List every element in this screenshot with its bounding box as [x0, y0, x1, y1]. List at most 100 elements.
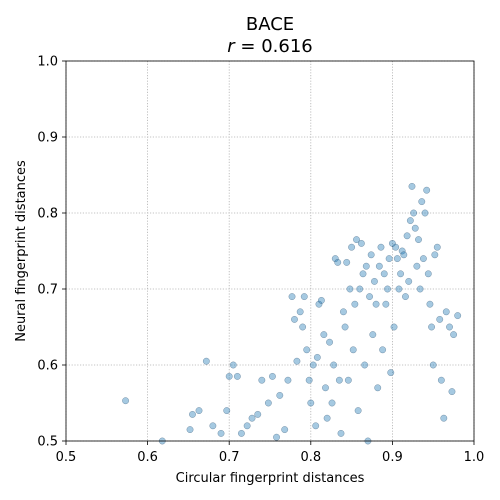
scatter-point — [273, 433, 280, 441]
scatter-point — [315, 300, 323, 308]
scatter-point — [382, 300, 390, 308]
scatter-point — [385, 255, 393, 263]
scatter-point — [305, 376, 313, 384]
scatter-point — [429, 361, 437, 369]
x-tick-label: 0.6 — [137, 450, 158, 465]
grid — [65, 60, 475, 442]
scatter-point — [374, 384, 382, 392]
plot-frame — [65, 60, 475, 442]
scatter-point — [229, 361, 237, 369]
scatter-point — [313, 353, 321, 361]
scatter-point — [202, 357, 210, 365]
scatter-point — [300, 293, 308, 301]
scatter-point — [233, 372, 241, 380]
scatter-point — [331, 255, 339, 263]
scatter-point — [209, 422, 217, 430]
x-tick-label: 0.9 — [382, 450, 403, 465]
scatter-point — [353, 236, 360, 244]
scatter-point — [397, 270, 405, 278]
scatter-point — [400, 251, 408, 259]
scatter-point — [371, 277, 378, 285]
scatter-point — [419, 255, 427, 263]
scatter-point — [335, 376, 343, 384]
y-tick-label: 0.9 — [37, 131, 58, 146]
scatter-point — [337, 429, 345, 437]
scatter-point — [416, 285, 424, 293]
scatter-point — [269, 372, 276, 380]
scatter-point — [276, 391, 284, 399]
scatter-point — [379, 346, 387, 354]
scatter-point — [454, 312, 462, 320]
scatter-point — [390, 323, 398, 331]
scatter-point — [322, 384, 329, 392]
scatter-point — [243, 422, 251, 430]
scatter-point — [281, 426, 289, 434]
scatter-point — [284, 376, 292, 384]
scatter-point — [403, 232, 411, 240]
scatter-point — [258, 376, 266, 384]
scatter-point — [303, 346, 311, 354]
scatter-point — [369, 331, 377, 339]
scatter-point — [428, 323, 436, 331]
axis-ticks: 0.5 0.6 0.7 0.8 0.9 1.0 0.5 0.6 0.7 0.8 0.9 1.0 — [37, 55, 484, 466]
scatter-point — [326, 338, 334, 346]
scatter-point — [351, 300, 359, 308]
scatter-point — [122, 397, 130, 405]
y-tick-label: 0.8 — [37, 207, 58, 222]
scatter-point — [367, 251, 375, 259]
scatter-point — [296, 308, 304, 316]
scatter-point — [223, 407, 231, 415]
scatter-point — [377, 243, 385, 251]
scatter-point — [395, 285, 403, 293]
scatter-point — [405, 277, 413, 285]
subtitle-value: = 0.616 — [235, 36, 313, 57]
x-tick-label: 0.7 — [219, 450, 240, 465]
x-tick-label: 0.8 — [300, 450, 321, 465]
scatter-point — [384, 285, 391, 293]
scatter-point — [341, 323, 349, 331]
scatter-point — [349, 346, 357, 354]
scatter-point — [410, 209, 418, 217]
y-tick-label: 0.6 — [37, 359, 58, 374]
scatter-point — [361, 361, 369, 369]
x-axis-label: Circular fingerprint distances — [176, 471, 365, 486]
scatter-point — [446, 323, 453, 331]
scatter-point — [366, 293, 373, 301]
scatter-point — [344, 376, 352, 384]
scatter-point — [423, 186, 431, 194]
x-tick-label: 1.0 — [464, 450, 485, 465]
scatter-point — [392, 243, 400, 251]
scatter-point — [291, 315, 298, 323]
scatter-point — [254, 410, 262, 418]
scatter-point — [411, 224, 419, 232]
scatter-point — [307, 399, 315, 407]
subtitle-variable: r — [227, 36, 236, 57]
scatter-point — [362, 262, 370, 270]
scatter-point — [354, 407, 362, 415]
scatter-point — [421, 209, 429, 217]
scatter-point — [450, 331, 458, 339]
scatter-point — [356, 285, 364, 293]
scatter-point — [433, 243, 441, 251]
scatter-point — [418, 198, 426, 206]
scatter-point — [293, 357, 301, 365]
scatter-point — [346, 285, 354, 293]
scatter-point — [320, 331, 328, 339]
scatter-point — [299, 323, 307, 331]
scatter-point — [323, 414, 331, 422]
scatter-point — [312, 422, 320, 430]
scatter-point — [375, 262, 383, 270]
y-axis-label: Neural fingerprint distances — [14, 160, 29, 342]
scatter-point — [317, 296, 325, 304]
y-tick-label: 1.0 — [37, 55, 58, 70]
scatter-point — [217, 429, 225, 437]
scatter-point — [264, 399, 272, 407]
scatter-point — [372, 300, 380, 308]
scatter-point — [431, 251, 439, 259]
chart-title: BACE — [246, 14, 294, 35]
scatter-point — [343, 258, 351, 266]
scatter-point — [408, 182, 416, 190]
scatter-point — [448, 388, 456, 396]
scatter-point — [436, 315, 444, 323]
scatter-point — [309, 361, 317, 369]
